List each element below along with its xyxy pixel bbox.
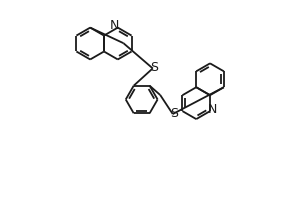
- Text: S: S: [170, 107, 178, 120]
- Text: N: N: [110, 19, 120, 32]
- Text: N: N: [207, 103, 217, 116]
- Text: S: S: [150, 61, 158, 74]
